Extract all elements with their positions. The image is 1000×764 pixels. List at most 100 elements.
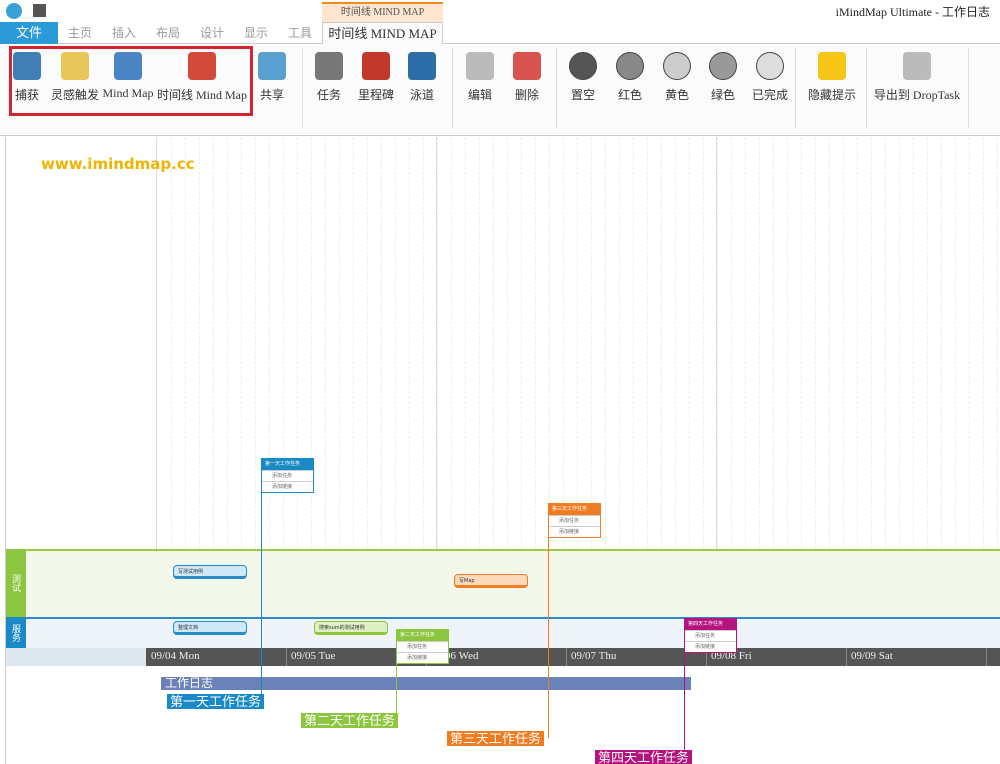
date-label: 09/05 Tue [291, 650, 336, 662]
timeline-bar[interactable]: 工作日志 [161, 677, 691, 690]
task-card[interactable]: 第四天工作任务 添加任务 添加链接 [684, 618, 737, 653]
ribbon-button[interactable]: 删除 [482, 52, 572, 102]
task-card[interactable]: 第一天工作任务 添加任务 添加链接 [261, 458, 314, 493]
watermark: www.imindmap.cc [41, 155, 195, 173]
group-separator [795, 48, 796, 128]
date-label: 09/08 Fri [711, 650, 752, 662]
major-grid-line [436, 137, 437, 648]
task-label[interactable]: 第一天工作任务 [167, 694, 265, 709]
tab[interactable]: 插入 [112, 26, 137, 40]
task-bar[interactable]: 写Map [454, 574, 528, 588]
grid-line [899, 137, 900, 648]
card-title: 第三天工作任务 [549, 504, 600, 515]
task-label[interactable]: 第四天工作任务 [595, 750, 693, 764]
task-label[interactable]: 第二天工作任务 [301, 713, 399, 728]
tab[interactable]: 工具 [288, 26, 313, 40]
grid-line [339, 137, 340, 648]
button-label: 任务 [316, 88, 341, 102]
ribbon-button[interactable]: 时间线 Mind Map [157, 52, 247, 102]
ribbon-button[interactable]: 红色 [585, 52, 675, 102]
button-label: 里程碑 [357, 88, 394, 102]
task-bar[interactable]: 整理文档 [173, 621, 247, 635]
button-label: 共享 [259, 88, 284, 102]
ribbon-button[interactable]: 已完成 [725, 52, 815, 102]
task-card[interactable]: 第二天工作任务 添加任务 添加链接 [396, 629, 449, 664]
card-item[interactable]: 添加链接 [262, 481, 313, 492]
grid-line [927, 137, 928, 648]
task-bar[interactable]: 写测试用例 [173, 565, 247, 579]
tab[interactable]: 显示 [244, 26, 269, 40]
ribbon-button[interactable]: 置空 [538, 52, 628, 102]
card-item[interactable]: 添加任务 [397, 641, 448, 652]
button-label: 黄色 [664, 88, 689, 102]
button-label: 编辑 [467, 88, 492, 102]
group-separator [866, 48, 867, 128]
task-bar[interactable]: 搜索sum的测试用例 [314, 621, 388, 635]
button-icon [756, 52, 784, 80]
major-grid-line [716, 137, 717, 648]
grid-line [619, 137, 620, 648]
date-label: 09/04 Mon [151, 650, 200, 662]
card-item[interactable]: 添加链接 [549, 526, 600, 537]
grid-line [633, 137, 634, 648]
group-separator [452, 48, 453, 128]
grid-line [213, 137, 214, 648]
task-card[interactable]: 第三天工作任务 添加任务 添加链接 [548, 503, 601, 538]
date-label: 09/07 Thu [571, 650, 617, 662]
grid-line [801, 137, 802, 648]
card-item[interactable]: 添加任务 [549, 515, 600, 526]
context-tab-header: 时间线 MIND MAP [322, 2, 443, 22]
grid-line [997, 137, 998, 648]
button-icon [663, 52, 691, 80]
date-divider [706, 648, 707, 666]
ribbon-button[interactable]: 导出到 DropTask [872, 52, 962, 102]
grid-line [913, 137, 914, 648]
button-icon [569, 52, 597, 80]
grid-line [535, 137, 536, 648]
button-icon [709, 52, 737, 80]
card-item[interactable]: 添加链接 [685, 641, 736, 652]
ribbon-button[interactable]: 黄色 [632, 52, 722, 102]
grid-line [591, 137, 592, 648]
tab[interactable]: 主页 [68, 26, 93, 40]
card-item[interactable]: 添加任务 [685, 630, 736, 641]
card-item[interactable]: 添加链接 [397, 652, 448, 663]
tab-active[interactable]: 时间线 MIND MAP [322, 22, 443, 45]
grid-line [227, 137, 228, 648]
grid-line [689, 137, 690, 648]
button-label: 隐藏提示 [807, 88, 856, 102]
ribbon-button[interactable]: 隐藏提示 [787, 52, 877, 102]
grid-line [577, 137, 578, 648]
tab[interactable]: 设计 [200, 26, 225, 40]
ribbon-button[interactable]: 编辑 [435, 52, 525, 102]
grid-line [605, 137, 606, 648]
lane-label: 测试 [6, 549, 26, 617]
grid-line [871, 137, 872, 648]
tab-file[interactable]: 文件 [0, 22, 58, 44]
task-label[interactable]: 第三天工作任务 [447, 731, 545, 746]
ribbon-button[interactable]: 捕获 [0, 52, 72, 102]
button-icon [362, 52, 390, 80]
ribbon-button[interactable]: 里程碑 [331, 52, 421, 102]
card-item[interactable]: 添加任务 [262, 470, 313, 481]
ribbon-button[interactable]: Mind Map [83, 52, 173, 102]
button-label: 灵感触发 [50, 88, 99, 102]
tab[interactable]: 布局 [156, 26, 181, 40]
ribbon-button[interactable]: 共享 [227, 52, 317, 102]
grid-line [941, 137, 942, 648]
save-icon[interactable] [33, 4, 46, 17]
date-band [146, 648, 1000, 666]
grid-line [857, 137, 858, 648]
date-divider [986, 648, 987, 666]
grid-line [843, 137, 844, 648]
major-grid-line [156, 137, 157, 648]
ribbon-button[interactable]: 泳道 [377, 52, 467, 102]
ribbon-button[interactable]: 灵感触发 [30, 52, 120, 102]
button-icon [616, 52, 644, 80]
grid-line [465, 137, 466, 648]
grid-line [787, 137, 788, 648]
ribbon-button[interactable]: 绿色 [678, 52, 768, 102]
ribbon-button[interactable]: 任务 [284, 52, 374, 102]
grid-line [549, 137, 550, 648]
